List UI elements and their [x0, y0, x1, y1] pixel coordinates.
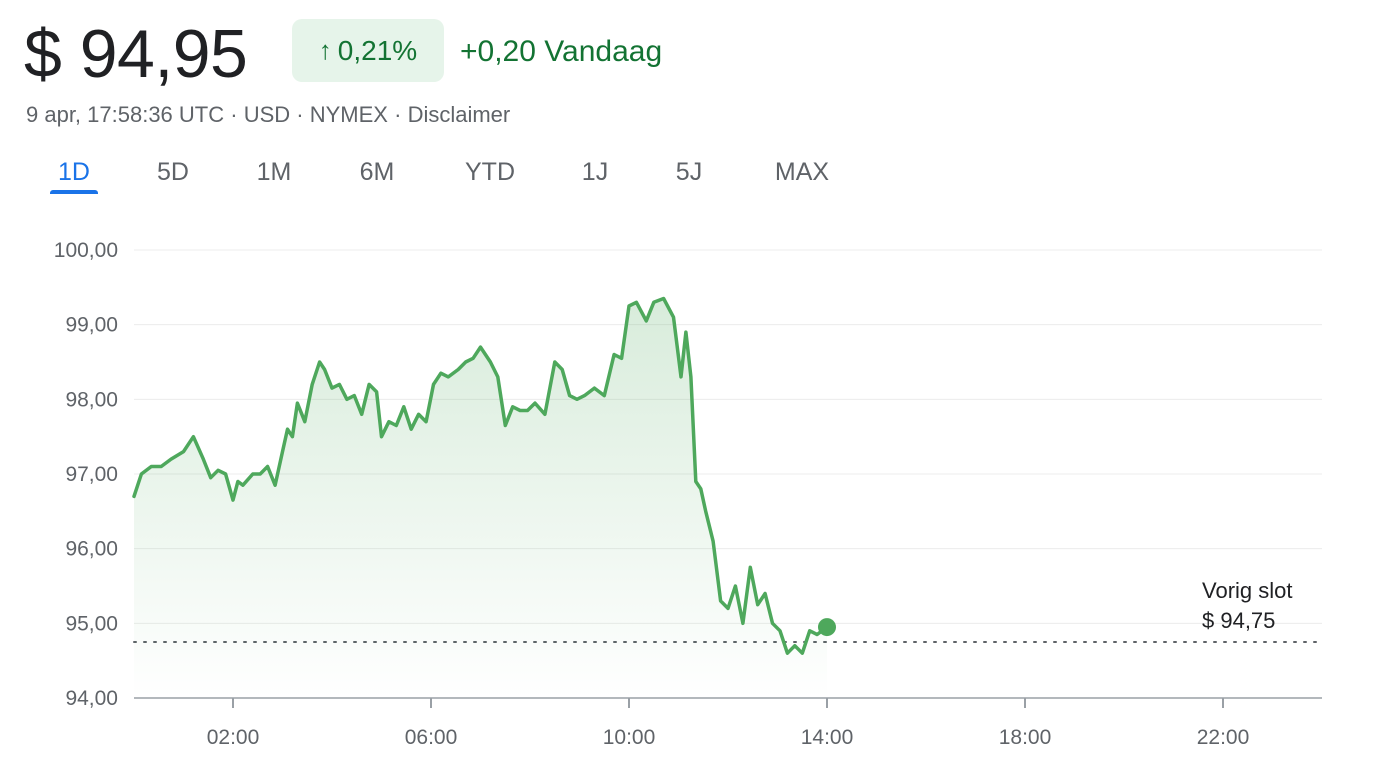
arrow-up-icon: ↑	[318, 35, 332, 65]
last-price-marker[interactable]	[818, 618, 836, 637]
previous-close-value: $ 94,75	[1202, 608, 1275, 633]
y-tick-label: 99,00	[65, 314, 118, 337]
current-price: $ 94,95	[24, 16, 248, 92]
y-tick-label: 95,00	[65, 612, 118, 635]
tab-1j[interactable]: 1J	[581, 157, 609, 186]
quote-timestamp: 9 apr, 17:58:36 UTC	[26, 102, 225, 127]
tab-5d[interactable]: 5D	[157, 157, 189, 186]
x-tick-label: 02:00	[207, 726, 260, 749]
x-axis: 02:00 06:00 10:00 14:00 18:00 22:00	[134, 697, 1322, 749]
x-tick-label: 06:00	[405, 726, 458, 749]
change-percent: 0,21%	[337, 34, 418, 66]
change-percent-badge: ↑ 0,21%	[292, 19, 444, 82]
previous-close-label: Vorig slot	[1202, 578, 1293, 603]
y-axis: 100,00 99,00 98,00 97,00 96,00 95,00 94,00	[54, 239, 118, 710]
price-chart[interactable]: 100,00 99,00 98,00 97,00 96,00 95,00 94,00 02:…	[0, 200, 1380, 776]
tab-max[interactable]: MAX	[774, 157, 830, 186]
tab-6m[interactable]: 6M	[359, 157, 395, 186]
meta-separator: ·	[394, 102, 402, 127]
active-tab-indicator	[50, 190, 98, 194]
x-tick-label: 14:00	[801, 726, 854, 749]
quote-currency: USD	[243, 102, 291, 127]
quote-exchange: NYMEX	[309, 102, 388, 127]
meta-separator: ·	[296, 102, 304, 127]
y-tick-label: 94,00	[65, 687, 118, 710]
tab-5j[interactable]: 5J	[675, 157, 703, 186]
tab-1m[interactable]: 1M	[256, 157, 292, 186]
price-area	[134, 298, 827, 698]
change-absolute: +0,20 Vandaag	[460, 35, 663, 68]
quote-meta: 9 apr, 17:58:36 UTC · USD · NYMEX · Disc…	[26, 100, 510, 130]
price-line	[132, 296, 829, 655]
disclaimer-link[interactable]: Disclaimer	[407, 102, 511, 127]
y-tick-label: 98,00	[65, 388, 118, 411]
y-tick-label: 97,00	[65, 463, 118, 486]
x-tick-label: 10:00	[603, 726, 656, 749]
y-tick-label: 100,00	[54, 239, 118, 262]
y-tick-label: 96,00	[65, 538, 118, 561]
x-tick-label: 22:00	[1197, 726, 1250, 749]
tab-1d[interactable]: 1D	[58, 157, 90, 186]
x-tick-label: 18:00	[999, 726, 1052, 749]
meta-separator: ·	[230, 102, 238, 127]
tab-ytd[interactable]: YTD	[465, 157, 515, 186]
